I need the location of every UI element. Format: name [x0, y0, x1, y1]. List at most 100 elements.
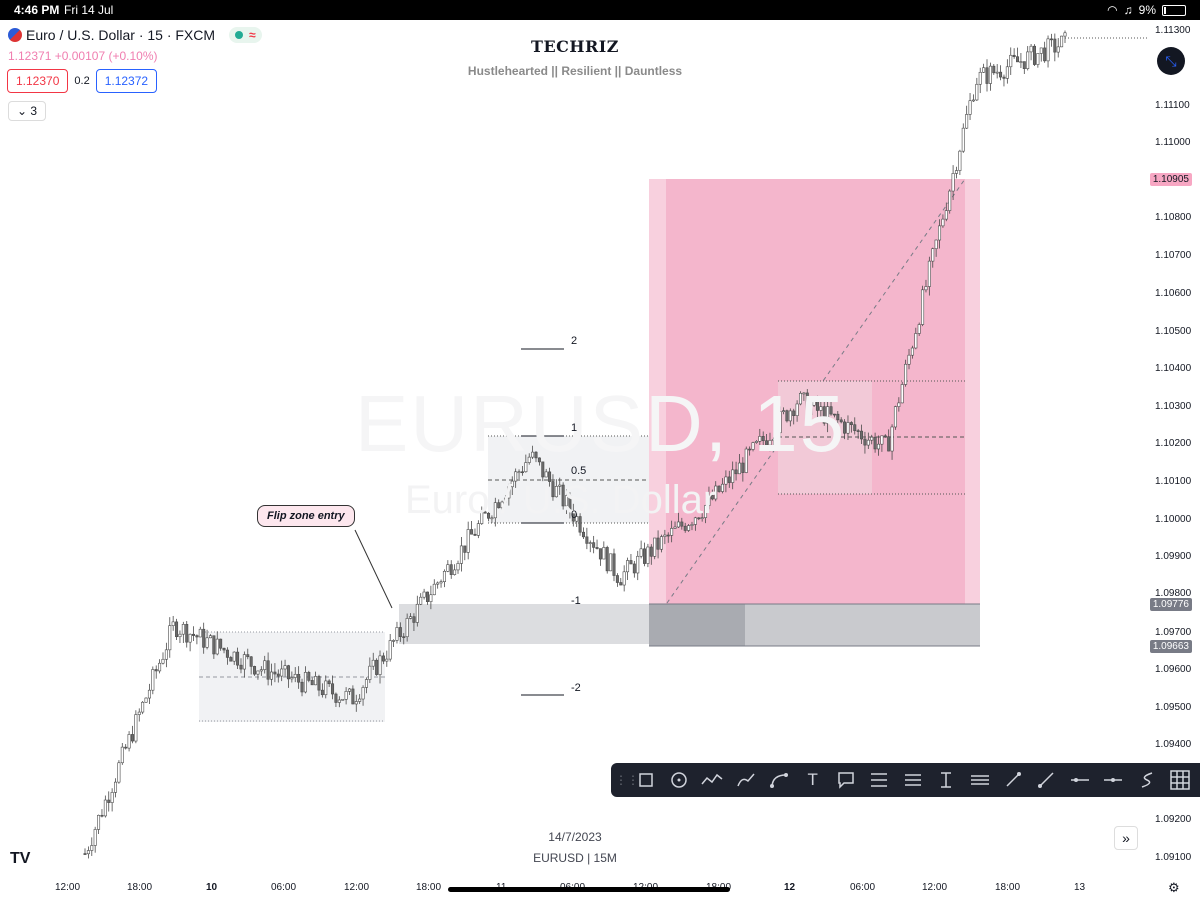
- candle-body: [602, 547, 606, 560]
- candle-body: [470, 529, 474, 535]
- candle-body: [249, 656, 253, 667]
- candle-body: [1036, 53, 1040, 65]
- candle-body: [364, 679, 368, 688]
- parallel-lines-icon[interactable]: [963, 763, 996, 797]
- measure-icon[interactable]: [930, 763, 963, 797]
- ray-icon[interactable]: [1030, 763, 1063, 797]
- candle-body: [168, 625, 172, 651]
- indicators-toggle[interactable]: ⌄ 3: [8, 101, 47, 121]
- candle-body: [164, 649, 168, 660]
- candle-body: [222, 647, 226, 651]
- buy-button[interactable]: 1.12372: [95, 69, 158, 93]
- candle-body: [704, 505, 708, 518]
- candle-body: [693, 517, 697, 525]
- candle-body: [853, 424, 857, 431]
- candle-body: [819, 406, 823, 411]
- candle-body: [944, 210, 948, 220]
- candle-body: [653, 537, 657, 557]
- candle-body: [358, 698, 362, 702]
- settings-gear-icon[interactable]: ⚙: [1168, 880, 1180, 895]
- sell-button[interactable]: 1.12370: [7, 69, 69, 93]
- price-change-pct: (+0.10%): [108, 49, 158, 63]
- candle-body: [527, 456, 531, 463]
- candle-body: [832, 413, 836, 416]
- candle-body: [866, 439, 870, 446]
- flip-zone-callout[interactable]: Flip zone entry: [257, 505, 355, 527]
- time-label: 10: [206, 882, 218, 893]
- candle-body: [893, 406, 897, 428]
- candle-body: [283, 665, 287, 670]
- candle-body: [934, 239, 938, 250]
- spread: 0.2: [74, 75, 90, 87]
- chevron-down-icon: ⌄: [17, 104, 28, 118]
- horizontal-ray-icon[interactable]: [1096, 763, 1129, 797]
- bezier-icon[interactable]: [1130, 763, 1163, 797]
- fib-label-0: 0: [571, 509, 578, 521]
- candle-body: [392, 640, 396, 642]
- candle-body: [1012, 54, 1016, 57]
- candle-body: [924, 286, 928, 291]
- candle-body: [439, 581, 443, 584]
- candle-body: [117, 762, 121, 783]
- candle-body: [259, 669, 263, 672]
- market-status-badge[interactable]: ≈: [229, 27, 262, 43]
- candle-body: [310, 680, 314, 686]
- candle-body: [741, 462, 745, 473]
- candle-body: [202, 628, 206, 648]
- time-label: 12:00: [922, 882, 948, 893]
- brush-icon[interactable]: [729, 763, 762, 797]
- fib-channel-icon[interactable]: [896, 763, 929, 797]
- drawing-toolbar: ⋮⋮ T: [611, 763, 1200, 797]
- candle-body: [490, 517, 494, 520]
- candle-body: [1009, 54, 1013, 68]
- candle-body: [561, 484, 565, 507]
- candle-body: [968, 100, 972, 115]
- crosshair-button[interactable]: ⤡: [1157, 47, 1185, 75]
- text-icon[interactable]: T: [807, 770, 818, 789]
- candle-body: [520, 471, 524, 474]
- candle-body: [225, 649, 229, 658]
- circle-icon[interactable]: [662, 763, 695, 797]
- candle-body: [575, 516, 579, 522]
- currency-flag-icon: [8, 28, 22, 42]
- horizontal-line-icon[interactable]: [1063, 763, 1096, 797]
- home-indicator: [448, 887, 730, 892]
- curve-icon[interactable]: [763, 763, 796, 797]
- candle-body: [449, 564, 453, 575]
- candle-body: [985, 67, 989, 84]
- collapse-arrows-icon: ⤡: [1165, 52, 1177, 69]
- callout-icon[interactable]: [829, 763, 862, 797]
- fib-retracement-icon[interactable]: [863, 763, 896, 797]
- position-stop-dark: [649, 604, 745, 646]
- grid-icon[interactable]: [1163, 763, 1196, 797]
- candle-body: [643, 548, 647, 564]
- toolbar-grip-icon[interactable]: ⋮⋮: [615, 773, 639, 787]
- candle-body: [982, 67, 986, 73]
- candle-body: [815, 399, 819, 411]
- candle-body: [242, 654, 246, 670]
- candle-body: [314, 676, 318, 686]
- candle-body: [676, 521, 680, 528]
- fib-label-0-5: 0.5: [571, 465, 587, 477]
- candle-body: [1043, 47, 1047, 62]
- candle-body: [1063, 32, 1067, 37]
- candle-body: [487, 512, 491, 519]
- candle-body: [334, 693, 338, 703]
- candle-body: [737, 462, 741, 475]
- tradingview-logo: TV: [10, 850, 31, 867]
- scroll-to-realtime-button[interactable]: »: [1114, 826, 1138, 850]
- candle-body: [293, 673, 297, 678]
- trend-line-icon[interactable]: [996, 763, 1029, 797]
- candle-body: [175, 621, 179, 638]
- symbol-title[interactable]: Euro / U.S. Dollar · 15 · FXCM ≈: [8, 27, 262, 43]
- candle-body: [788, 410, 792, 422]
- chart-pair: EURUSD | 15M: [533, 851, 617, 865]
- rectangle-icon[interactable]: [629, 763, 662, 797]
- candle-body: [212, 635, 216, 655]
- candle-body: [297, 673, 301, 683]
- candle-body: [1039, 47, 1043, 54]
- path-icon[interactable]: [696, 763, 729, 797]
- candle-body: [171, 621, 175, 626]
- candle-body: [371, 659, 375, 667]
